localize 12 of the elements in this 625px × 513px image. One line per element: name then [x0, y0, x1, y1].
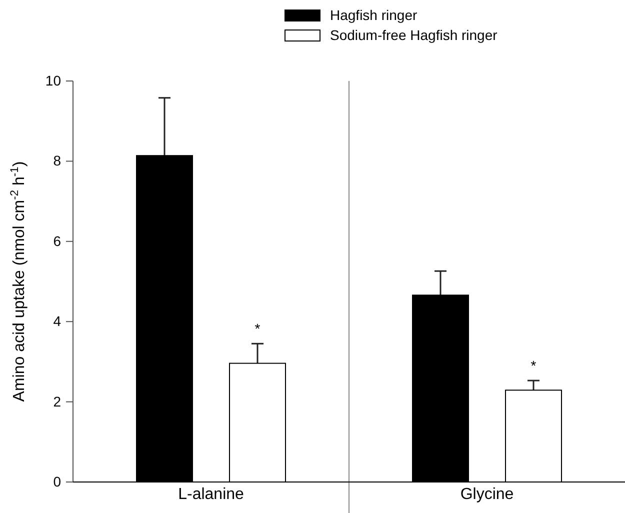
y-tick-label: 2 — [53, 393, 62, 410]
y-tick-label: 4 — [53, 313, 62, 330]
x-tick-label: Glycine — [460, 486, 514, 503]
y-tick-label: 8 — [53, 152, 62, 169]
y-tick-label: 0 — [53, 473, 62, 490]
legend-label: Hagfish ringer — [330, 7, 418, 23]
legend-label: Sodium-free Hagfish ringer — [330, 27, 498, 43]
x-tick-label: L-alanine — [178, 486, 244, 503]
y-tick-label: 10 — [45, 72, 62, 88]
annotation: * — [530, 358, 537, 374]
annotation: * — [254, 320, 261, 337]
y-tick-label: 6 — [53, 232, 62, 249]
